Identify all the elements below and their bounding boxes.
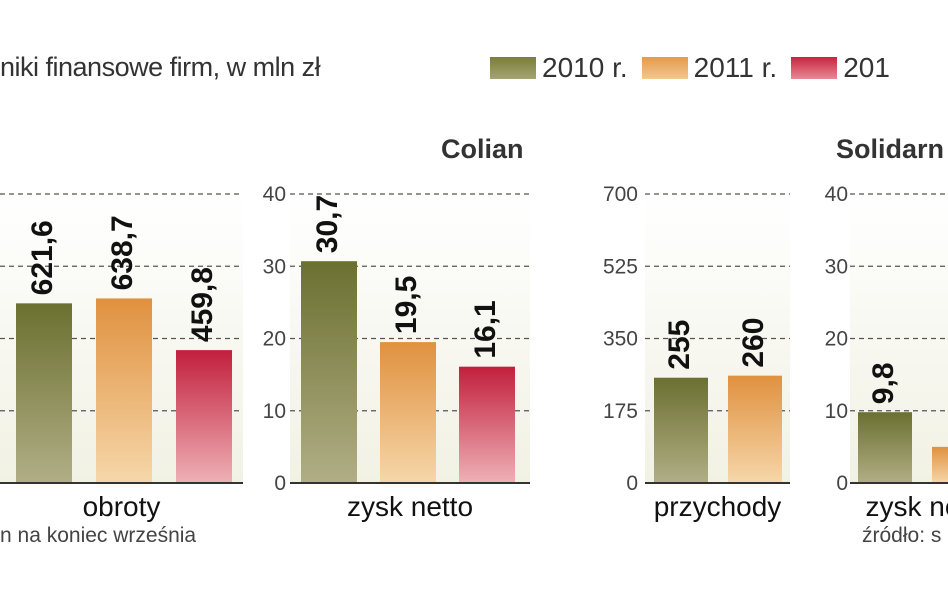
legend-swatch-2010	[490, 57, 536, 79]
company-name-solidarnosc: Solidarn	[836, 134, 945, 164]
bar	[858, 412, 912, 483]
legend-label-2011: 2011 r.	[693, 52, 778, 83]
bar	[96, 298, 152, 483]
legend-label-2012: 201	[843, 52, 890, 83]
y-tick-label: 30	[825, 255, 848, 278]
bar	[932, 446, 948, 483]
y-tick-label: 350	[603, 328, 638, 351]
y-tick-label: 20	[263, 328, 286, 351]
y-tick-label: 30	[263, 255, 286, 278]
y-tick-label: 20	[825, 328, 848, 351]
y-tick-label: 525	[603, 255, 638, 278]
chart-subtitle: niki finansowe firm, w mln zł	[0, 52, 321, 82]
bar	[301, 261, 357, 483]
y-tick-label: 700	[603, 183, 638, 206]
legend-item-2011: 2011 r.	[641, 52, 778, 84]
y-tick-label: 0	[274, 472, 286, 495]
value-label: 9,8	[867, 362, 900, 404]
y-tick-label: 175	[603, 400, 638, 423]
legend-label-2010: 2010 r.	[542, 52, 628, 83]
legend-swatch-2012	[791, 57, 838, 79]
y-tick-label: 10	[263, 400, 286, 423]
footnote-source: źródło: s	[862, 524, 942, 547]
y-tick-label: 10	[825, 400, 848, 423]
y-tick-label: 0	[836, 472, 848, 495]
bar	[16, 303, 72, 483]
bar	[728, 375, 782, 483]
bar	[176, 350, 232, 483]
footnote-left: n na koniec września	[0, 524, 197, 547]
y-tick-label: 0	[626, 472, 638, 495]
value-label: 621,6	[26, 220, 59, 295]
category-label: obroty	[83, 491, 161, 522]
value-label: 255	[663, 320, 696, 370]
value-label: 459,8	[186, 267, 219, 342]
value-label: 260	[737, 318, 770, 368]
legend-swatch-2011	[641, 57, 688, 79]
legend-item-2012: 201	[791, 52, 890, 84]
company-name-colian: Colian	[441, 134, 524, 164]
value-label: 19,5	[390, 276, 423, 334]
legend: 2010 r. 2011 r. 201	[490, 52, 904, 84]
bar	[380, 342, 436, 483]
y-tick-label: 40	[263, 183, 286, 206]
value-label: 30,7	[311, 195, 344, 253]
legend-item-2010: 2010 r.	[490, 52, 628, 84]
value-label: 16,1	[469, 300, 502, 358]
bar	[654, 377, 708, 483]
bar	[459, 366, 515, 483]
category-label: zysk netto	[347, 491, 473, 522]
value-label: 638,7	[106, 215, 139, 290]
category-label: zysk ne	[866, 491, 948, 522]
category-label: przychody	[654, 491, 782, 522]
y-tick-label: 40	[825, 183, 848, 206]
